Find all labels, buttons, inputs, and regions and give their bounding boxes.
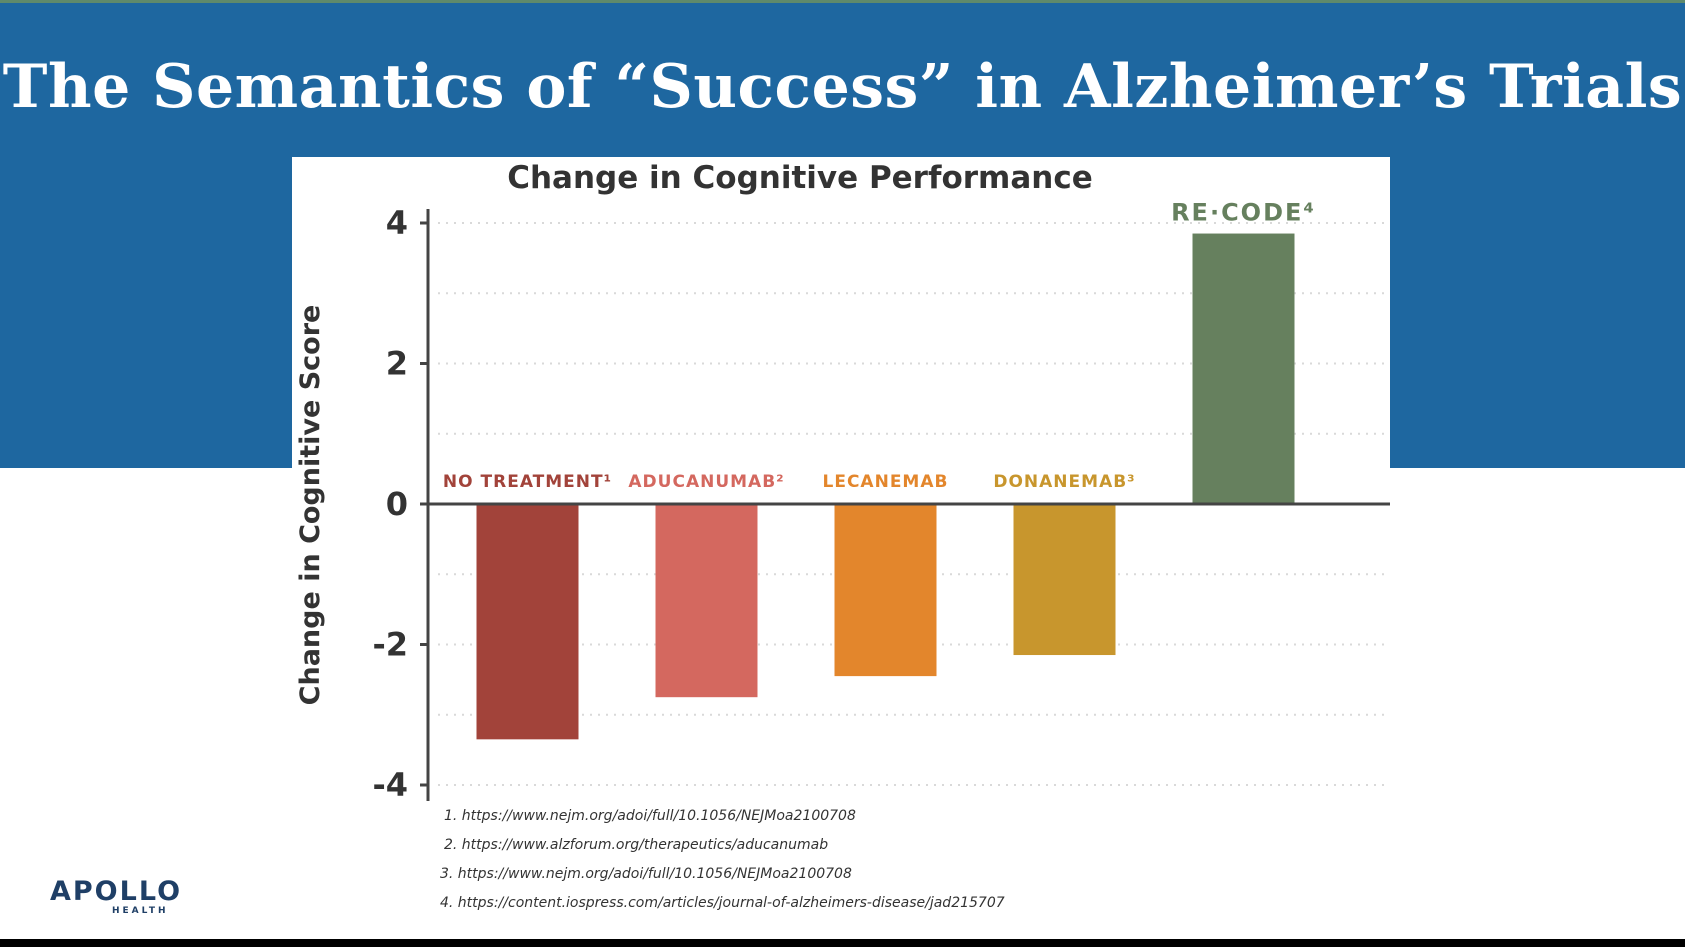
logo-tagline: HEALTH [112, 906, 169, 916]
category-label: NO TREATMENT¹ [443, 472, 612, 492]
bar [834, 504, 937, 677]
bar [476, 504, 579, 740]
category-label: LECANEMAB [823, 472, 949, 492]
y-tick-label: -4 [372, 766, 408, 804]
logo-wordmark: APOLLO [50, 876, 183, 907]
apollo-logo: APOLLO HEALTH [50, 876, 183, 916]
bar [1013, 504, 1116, 656]
category-label: ADUCANUMAB² [628, 472, 784, 492]
y-tick-label: -2 [372, 626, 408, 664]
footnote-item: 3. https://www.nejm.org/adoi/full/10.105… [440, 866, 852, 882]
bottom-bar [0, 939, 1685, 947]
y-axis-label: Change in Cognitive Score [295, 305, 326, 706]
bar [1192, 233, 1295, 504]
footnotes: 1. https://www.nejm.org/adoi/full/10.105… [440, 808, 1005, 911]
accent-line [0, 0, 1685, 3]
bar [655, 504, 758, 698]
slide-title: The Semantics of “Success” in Alzheimer’… [2, 52, 1683, 122]
y-tick-label: 0 [386, 485, 408, 523]
category-label: DONANEMAB³ [993, 472, 1135, 492]
y-tick-label: 4 [386, 204, 408, 242]
axis-layer: 4 2 0 -2 -4 [372, 204, 1390, 804]
y-tick-label: 2 [386, 345, 408, 383]
bar-layer [476, 233, 1295, 740]
footnote-item: 2. https://www.alzforum.org/therapeutics… [444, 837, 828, 853]
footnote-item: 1. https://www.nejm.org/adoi/full/10.105… [444, 808, 856, 824]
chart-title: Change in Cognitive Performance [507, 160, 1093, 196]
label-layer: NO TREATMENT¹ ADUCANUMAB² LECANEMAB DONANEM… [443, 199, 1316, 492]
footnote-item: 4. https://content.iospress.com/articles… [440, 895, 1005, 911]
category-label: RE·CODE⁴ [1171, 199, 1316, 227]
